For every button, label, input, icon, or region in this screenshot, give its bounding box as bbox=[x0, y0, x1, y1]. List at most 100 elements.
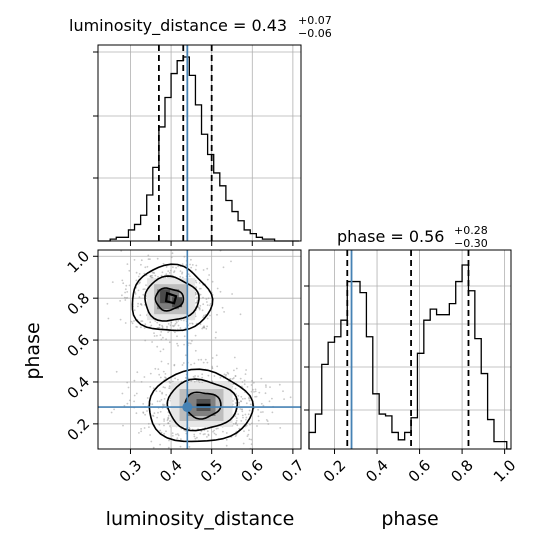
joint-sample-point bbox=[157, 275, 159, 278]
joint-sample-point bbox=[193, 362, 196, 365]
joint-sample-point bbox=[248, 429, 250, 432]
joint-sample-point bbox=[206, 436, 208, 438]
joint-sample-point bbox=[234, 375, 237, 377]
joint-sample-point bbox=[201, 376, 204, 379]
joint-sample-point bbox=[188, 275, 191, 278]
joint-sample-point bbox=[181, 276, 184, 279]
joint-sample-point bbox=[133, 379, 136, 382]
joint-sample-point bbox=[215, 331, 217, 334]
joint-sample-point bbox=[229, 378, 232, 380]
joint-sample-point bbox=[156, 416, 159, 419]
joint-sample-point bbox=[122, 424, 124, 427]
joint-axes-frame bbox=[97, 249, 302, 450]
joint-sample-point bbox=[211, 280, 214, 283]
joint-sample-point bbox=[138, 282, 141, 285]
joint-sample-point bbox=[226, 371, 229, 374]
joint-sample-point bbox=[172, 266, 174, 269]
joint-sample-point bbox=[133, 309, 136, 312]
joint-sample-point bbox=[160, 274, 163, 277]
joint-sample-point bbox=[179, 327, 182, 329]
joint-sample-point bbox=[191, 322, 194, 325]
joint-ytick-label-4: 1.0 bbox=[64, 247, 94, 277]
grid-layer bbox=[98, 45, 511, 449]
joint-sample-point bbox=[248, 438, 251, 440]
joint-sample-point bbox=[154, 274, 157, 277]
joint-sample-point bbox=[206, 361, 209, 364]
joint-sample-point bbox=[140, 381, 143, 383]
joint-sample-point bbox=[216, 313, 218, 316]
joint-sample-point bbox=[155, 390, 158, 393]
joint-sample-point bbox=[161, 271, 164, 274]
joint-density-cell-3 bbox=[160, 289, 171, 304]
joint-sample-point bbox=[195, 264, 198, 267]
joint-sample-point bbox=[156, 257, 159, 260]
joint-sample-point bbox=[151, 403, 154, 406]
joint-sample-point bbox=[237, 395, 240, 397]
joint-sample-point bbox=[202, 303, 205, 306]
joint-sample-point bbox=[241, 398, 244, 400]
joint-sample-point bbox=[171, 252, 174, 255]
joint-sample-point bbox=[262, 411, 264, 413]
joint-sample-point bbox=[142, 412, 145, 414]
joint-sample-point bbox=[154, 367, 157, 370]
joint-sample-point bbox=[168, 380, 171, 383]
joint-sample-point bbox=[195, 281, 198, 284]
joint-sample-point bbox=[211, 365, 214, 368]
joint-sample-point bbox=[205, 298, 208, 300]
joint-sample-point bbox=[149, 275, 152, 278]
joint-sample-point bbox=[128, 284, 131, 287]
joint-sample-point bbox=[174, 331, 176, 334]
joint-sample-point bbox=[199, 304, 202, 307]
joint-sample-point bbox=[140, 326, 142, 329]
joint-sample-point bbox=[167, 331, 170, 333]
joint-sample-point bbox=[202, 296, 204, 299]
joint-sample-point bbox=[197, 358, 200, 361]
joint-sample-point bbox=[139, 314, 142, 317]
joint-sample-point bbox=[219, 376, 222, 379]
joint-sample-point bbox=[245, 424, 248, 427]
joint-sample-point bbox=[159, 376, 162, 379]
joint-sample-point bbox=[138, 273, 141, 275]
joint-sample-point bbox=[173, 324, 176, 327]
joint-sample-point bbox=[168, 387, 171, 390]
joint-sample-point bbox=[156, 452, 158, 454]
joint-sample-point bbox=[200, 287, 202, 290]
joint-sample-point bbox=[149, 321, 152, 324]
joint-sample-point bbox=[175, 321, 178, 324]
joint-sample-point bbox=[140, 263, 142, 266]
joint-sample-point bbox=[121, 392, 124, 395]
joint-sample-point bbox=[202, 316, 205, 319]
joint-xtick-label-4: 0.7 bbox=[278, 456, 308, 486]
joint-sample-point bbox=[196, 436, 198, 439]
joint-sample-point bbox=[189, 342, 192, 345]
joint-sample-point bbox=[144, 339, 147, 342]
joint-sample-point bbox=[244, 413, 247, 416]
joint-sample-point bbox=[123, 296, 126, 299]
joint-sample-point bbox=[165, 266, 168, 268]
joint-sample-point bbox=[250, 438, 253, 441]
joint-sample-point bbox=[187, 377, 190, 380]
joint-sample-point bbox=[146, 397, 149, 399]
y-axis-label-phase: phase bbox=[22, 322, 44, 379]
joint-sample-point bbox=[248, 409, 251, 412]
joint-sample-point bbox=[183, 335, 186, 338]
joint-sample-point bbox=[151, 271, 154, 274]
joint-sample-point bbox=[142, 288, 145, 291]
joint-sample-point bbox=[159, 410, 162, 413]
joint-sample-point bbox=[168, 272, 171, 274]
joint-sample-point bbox=[122, 282, 125, 285]
joint-sample-point bbox=[165, 430, 167, 433]
joint-sample-point bbox=[148, 426, 150, 428]
joint-sample-point bbox=[156, 321, 159, 324]
joint-xtick-label-0: 0.3 bbox=[116, 456, 146, 486]
joint-sample-point bbox=[208, 274, 211, 276]
joint-sample-point bbox=[94, 320, 96, 322]
joint-sample-point bbox=[201, 309, 204, 312]
joint-sample-point bbox=[222, 266, 225, 269]
joint-sample-point bbox=[169, 269, 172, 272]
joint-sample-point bbox=[140, 320, 143, 322]
joint-sample-point bbox=[167, 414, 170, 417]
joint-density-cell-4 bbox=[172, 297, 183, 308]
joint-sample-point bbox=[235, 417, 238, 419]
joint-sample-point bbox=[194, 334, 197, 337]
